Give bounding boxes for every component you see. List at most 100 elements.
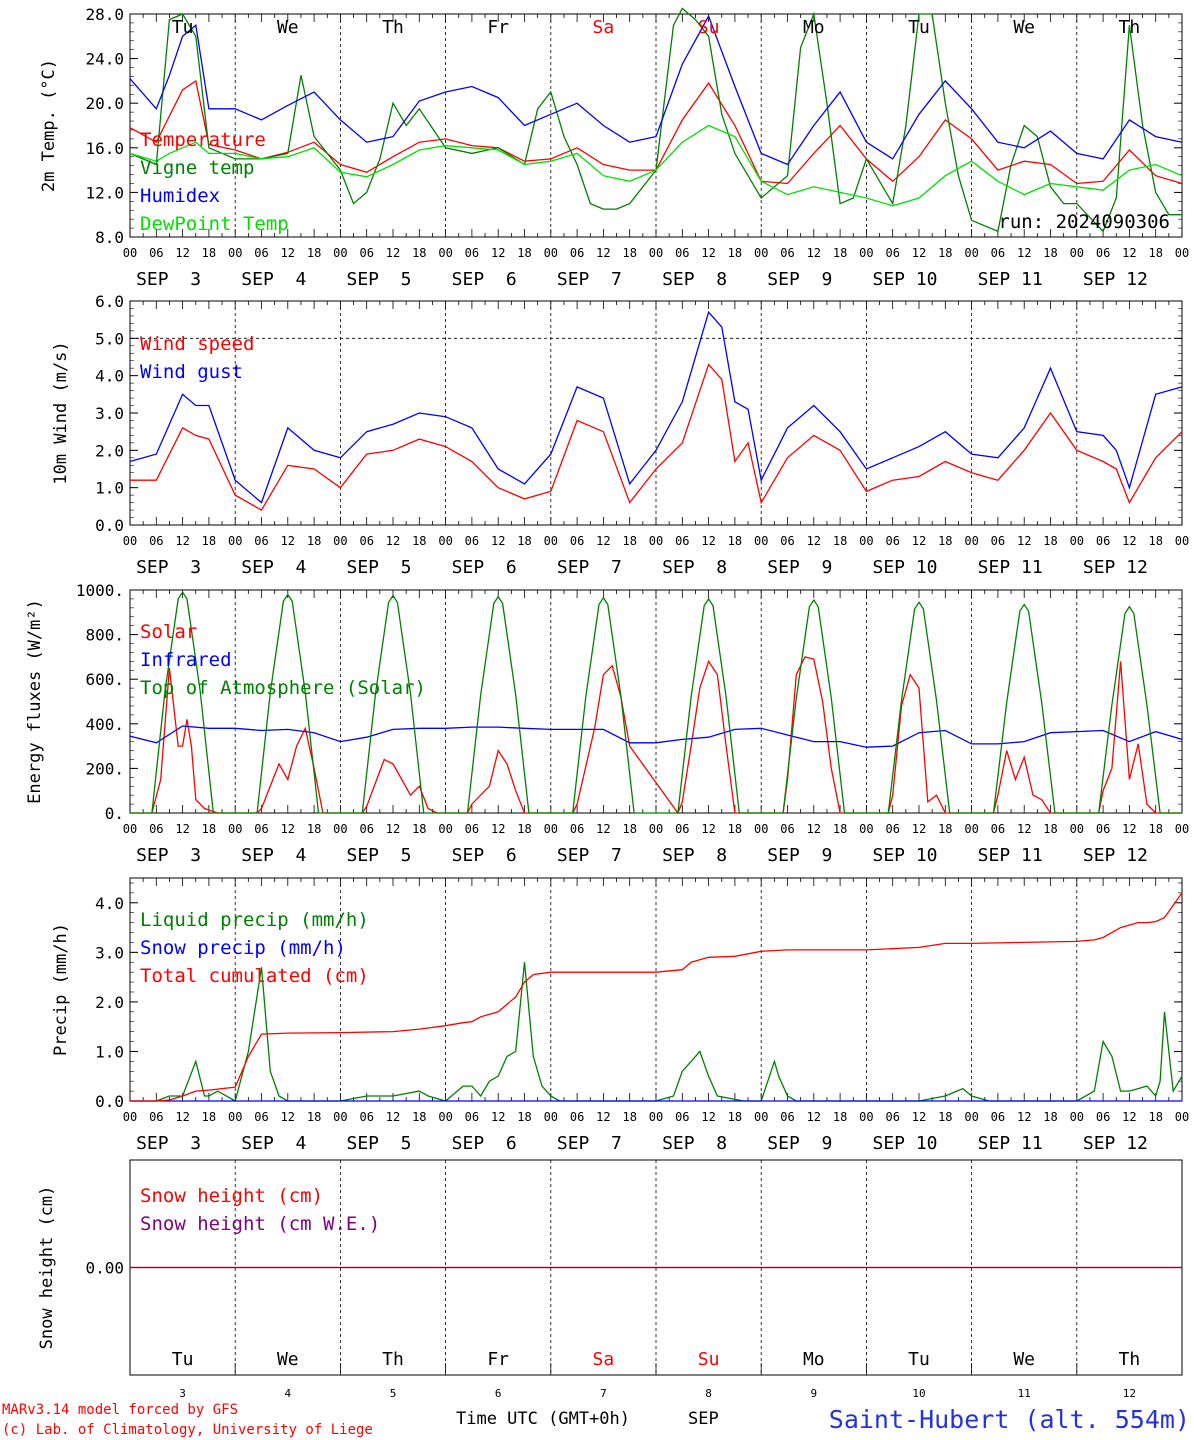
hour-label: 06 [149,534,163,548]
hour-label: 00 [964,246,978,260]
y-tick-label: 2.0 [95,993,124,1012]
hour-label: 18 [307,1110,321,1124]
y-tick-label: 4.0 [95,367,124,386]
hour-label: 06 [675,534,689,548]
hour-label: 06 [1096,1110,1110,1124]
weekday-label: Mo [803,17,825,38]
hour-label: 06 [570,822,584,836]
hour-label: 06 [780,1110,794,1124]
date-label: SEP 4 [241,845,306,866]
y-tick-label: 2.0 [95,441,124,460]
hour-label: 18 [728,534,742,548]
date-label: SEP 3 [136,557,201,578]
hour-label: 18 [517,1110,531,1124]
date-label: SEP 6 [452,845,517,866]
weekday-label: We [1013,17,1035,38]
hour-label: 06 [675,246,689,260]
hour-label: 00 [544,246,558,260]
day-number-label: 4 [284,1387,291,1400]
hour-label: 00 [333,534,347,548]
weekday-label: Mo [803,1349,825,1370]
date-label: SEP 10 [872,557,937,578]
hour-label: 06 [359,822,373,836]
date-label: SEP 9 [767,1133,832,1154]
hour-label: 18 [202,534,216,548]
hour-label: 00 [438,1110,452,1124]
series-line-red [130,892,1183,1102]
hour-label: 12 [491,246,505,260]
hour-label: 12 [175,822,189,836]
series-line-red [130,656,1182,815]
series-line-red [130,363,1183,511]
run-annotation: run: 2024090306 [998,211,1170,233]
y-tick-label: 3.0 [95,943,124,962]
hour-label: 00 [859,1110,873,1124]
hour-label: 06 [465,534,479,548]
weekday-label: Tu [908,17,930,38]
hour-label: 18 [833,534,847,548]
y-tick-label: 400. [85,715,124,734]
date-label: SEP 3 [136,1133,201,1154]
hour-label: 12 [1017,1110,1031,1124]
y-tick-label: 1.0 [95,479,124,498]
weekday-label: Th [1119,17,1141,38]
hour-label: 00 [544,534,558,548]
hour-label: 18 [307,822,321,836]
date-label: SEP 9 [767,269,832,290]
weekday-label: Tu [908,1349,930,1370]
hour-label: 18 [412,822,426,836]
hour-label: 18 [833,822,847,836]
hour-label: 00 [333,822,347,836]
hour-label: 06 [254,246,268,260]
hour-label: 12 [281,534,295,548]
hour-label: 18 [1043,822,1057,836]
y-tick-label: 16.0 [85,139,124,158]
legend-entry: Snow precip (mm/h) [140,937,346,959]
legend-entry: Vigne temp [140,157,254,179]
y-axis-title: Energy fluxes (W/m²) [25,599,45,804]
hour-label: 00 [859,822,873,836]
hour-label: 12 [386,822,400,836]
date-label: SEP 7 [557,269,622,290]
hour-label: 12 [386,1110,400,1124]
hour-label: 18 [1148,534,1162,548]
hour-label: 00 [1175,534,1189,548]
date-label: SEP 10 [872,269,937,290]
hour-label: 06 [359,534,373,548]
y-axis-title: Snow height (cm) [37,1186,57,1350]
hour-label: 18 [307,246,321,260]
hour-label: 00 [649,1110,663,1124]
hour-label: 18 [728,1110,742,1124]
hour-label: 00 [123,246,137,260]
hour-label: 06 [885,1110,899,1124]
date-label: SEP 11 [978,269,1043,290]
date-label: SEP 4 [241,557,306,578]
panel-energy: 0. 200. 400. 600. 800. 1000. Energy fluxes (W/… [25,581,1189,866]
hour-label: 00 [1175,1110,1189,1124]
hour-label: 12 [386,246,400,260]
hour-label: 12 [1017,822,1031,836]
hour-label: 06 [1096,246,1110,260]
hour-label: 18 [622,534,636,548]
y-tick-label: 1000. [76,581,124,600]
hour-label: 00 [649,246,663,260]
weekday-label: Su [698,17,720,38]
hour-label: 00 [228,1110,242,1124]
date-label: SEP 7 [557,1133,622,1154]
day-number-label: 5 [390,1387,397,1400]
hour-label: 00 [649,822,663,836]
hour-label: 06 [991,1110,1005,1124]
hour-label: 18 [622,1110,636,1124]
hour-label: 12 [807,1110,821,1124]
date-label: SEP 5 [346,1133,411,1154]
hour-label: 18 [517,534,531,548]
legend-entry: Liquid precip (mm/h) [140,909,369,931]
hour-label: 12 [807,246,821,260]
date-label: SEP 3 [136,269,201,290]
date-label: SEP 11 [978,557,1043,578]
y-tick-label: 28.0 [85,5,124,24]
legend-entry: Snow height (cm W.E.) [140,1213,380,1235]
hour-label: 18 [202,246,216,260]
hour-label: 18 [517,246,531,260]
y-tick-label: 4.0 [95,894,124,913]
